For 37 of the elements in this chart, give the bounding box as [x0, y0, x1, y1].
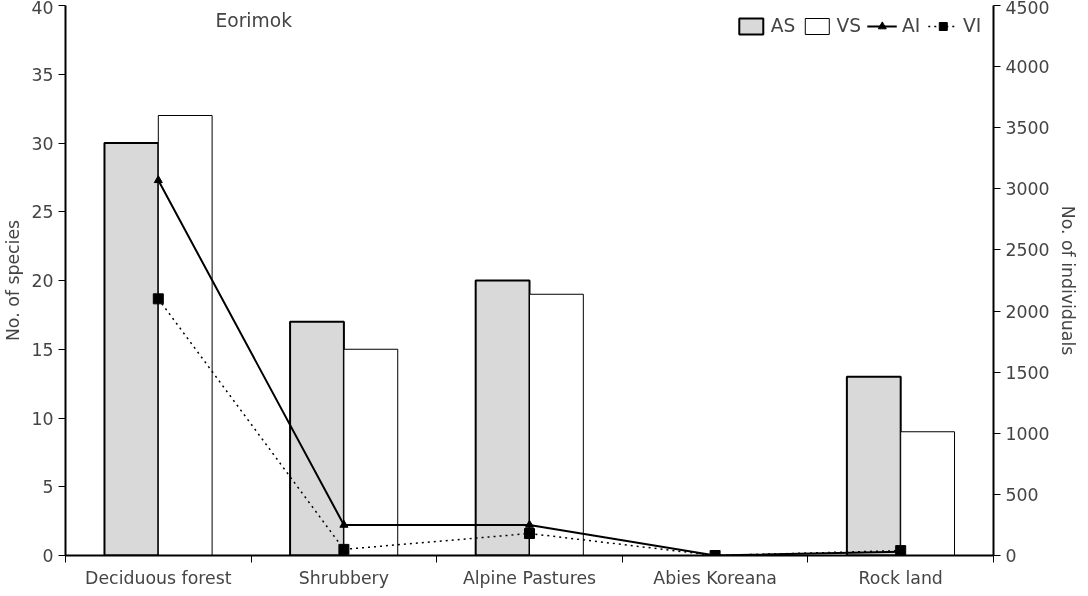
- y2-tick-label: 2500: [1005, 240, 1050, 261]
- y2-tick-label: 0: [1005, 546, 1017, 566]
- y2-tick-label: 1500: [1005, 362, 1050, 383]
- y2-tick-label: 3500: [1005, 118, 1050, 139]
- y-tick-label: 10: [31, 408, 54, 429]
- y2-tick-label: 4000: [1005, 57, 1050, 78]
- y2-tick-label: 500: [1005, 484, 1039, 505]
- chart-title: Eorimok: [215, 9, 293, 31]
- y-tick-label: 30: [31, 133, 54, 154]
- point: [524, 528, 535, 539]
- x-tick-label: Shrubbery: [298, 567, 389, 588]
- legend-label: AS: [770, 15, 796, 36]
- x-tick-label: Abies Koreana: [653, 567, 777, 588]
- y2-axis-title: No. of individuals: [1057, 205, 1078, 356]
- legend-label: AI: [902, 15, 922, 36]
- y-tick-label: 40: [31, 0, 54, 18]
- point: [338, 543, 350, 555]
- y-tick-label: 5: [42, 477, 54, 498]
- y-tick-label: 0: [42, 546, 54, 566]
- legend-label: VI: [963, 15, 983, 36]
- legend-label: VS: [836, 15, 861, 36]
- point: [525, 519, 534, 528]
- y2-tick-label: 4500: [1005, 0, 1050, 18]
- y-axis-title: No. of species: [3, 219, 24, 342]
- y-tick-label: 20: [31, 271, 54, 291]
- x-tick-label: Deciduous forest: [85, 567, 232, 588]
- point: [339, 519, 349, 528]
- point: [152, 293, 164, 305]
- y2-tick-label: 1000: [1005, 423, 1050, 444]
- x-tick-label: Rock land: [858, 567, 943, 588]
- y-tick-label: 15: [31, 339, 54, 360]
- x-tick-label: Alpine Pastures: [462, 567, 597, 588]
- y2-tick-label: 2000: [1005, 301, 1050, 322]
- y2-tick-label: 3000: [1005, 179, 1050, 200]
- point: [153, 175, 163, 184]
- y-tick-label: 25: [31, 202, 54, 223]
- y-tick-label: 35: [31, 64, 54, 85]
